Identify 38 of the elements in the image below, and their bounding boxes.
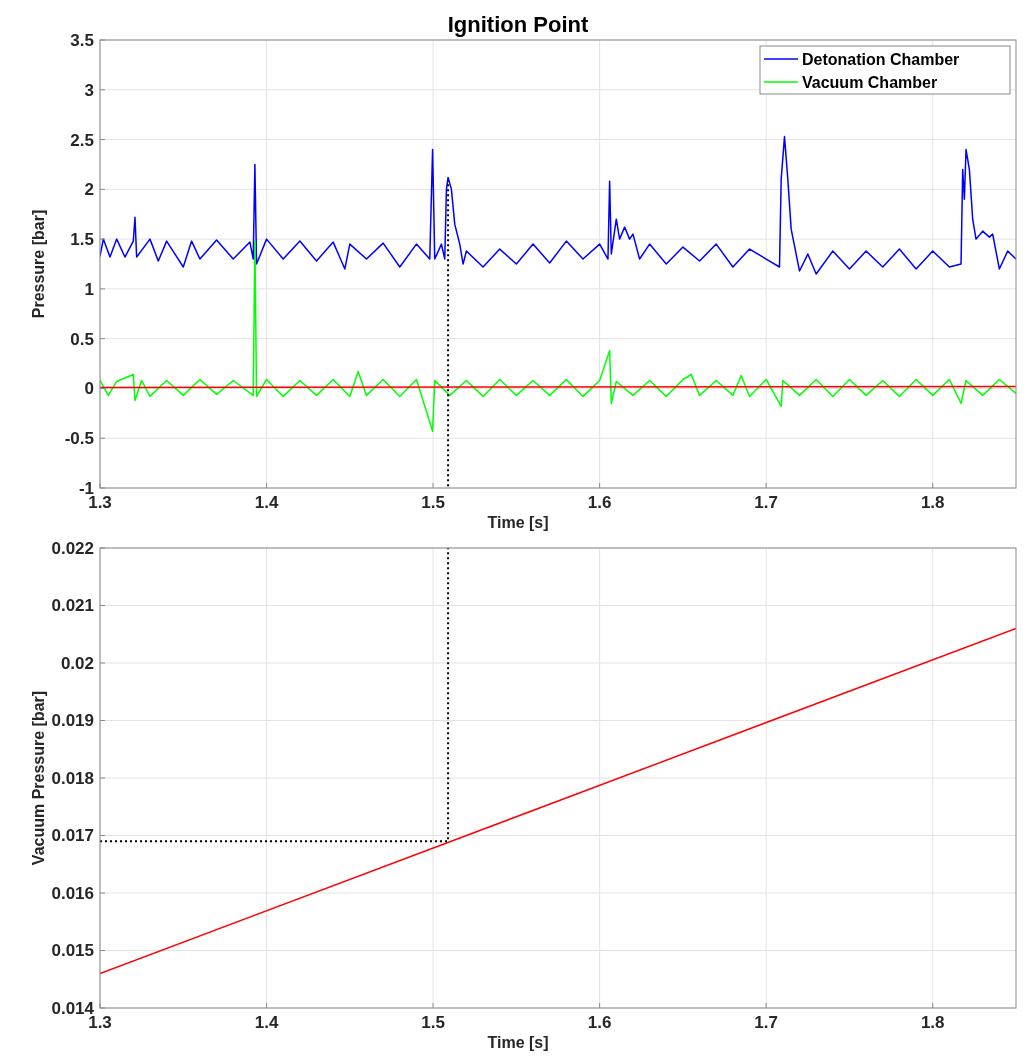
y-tick-label: 3 [84,80,94,100]
x-tick-label: 1.8 [920,1013,945,1032]
x-tick-label: 1.7 [754,493,778,512]
x-tick-label: 1.6 [587,1013,612,1032]
x-tick-label: 1.5 [421,493,445,512]
y-tick-label: 0 [84,379,94,399]
line-series [100,240,1016,432]
x-tick-label: 1.8 [920,493,945,512]
y-tick-label: 0.017 [51,826,94,846]
y-tick-label: 0.018 [51,768,94,788]
y-tick-label: 0.016 [51,883,94,903]
legend-label: Vacuum Chamber [802,73,938,91]
y-tick-label: 3.5 [70,30,94,50]
x-axis-title: Time [s] [487,514,549,531]
y-tick-label: 1 [84,279,94,299]
x-tick-label: 1.4 [254,493,279,512]
line-series [100,135,1016,275]
y-tick-label: 0.02 [60,653,94,673]
y-tick-label: 2 [84,180,94,200]
x-tick-label: 1.7 [754,1013,778,1032]
y-tick-label: 0.5 [70,329,94,349]
y-axis-title: Vacuum Pressure [bar] [30,690,47,866]
x-tick-label: 1.6 [587,493,612,512]
x-tick-label: 1.3 [88,493,112,512]
x-axis-title: Time [s] [487,1034,549,1051]
chart-title: Ignition Point [447,12,589,37]
y-tick-label: 2.5 [70,130,94,150]
y-tick-label: 0.021 [51,596,94,616]
legend-label: Detonation Chamber [802,50,960,68]
y-axis-title: Pressure [bar] [30,209,47,319]
y-tick-label: 0.015 [51,941,94,961]
x-tick-label: 1.4 [254,1013,279,1032]
y-tick-label: 1.5 [70,230,94,250]
x-tick-label: 1.3 [88,1013,112,1032]
y-tick-label: 0.019 [51,711,94,731]
y-tick-label: -0.5 [64,429,94,449]
y-tick-label: 0.022 [51,538,94,558]
x-tick-label: 1.5 [421,1013,445,1032]
